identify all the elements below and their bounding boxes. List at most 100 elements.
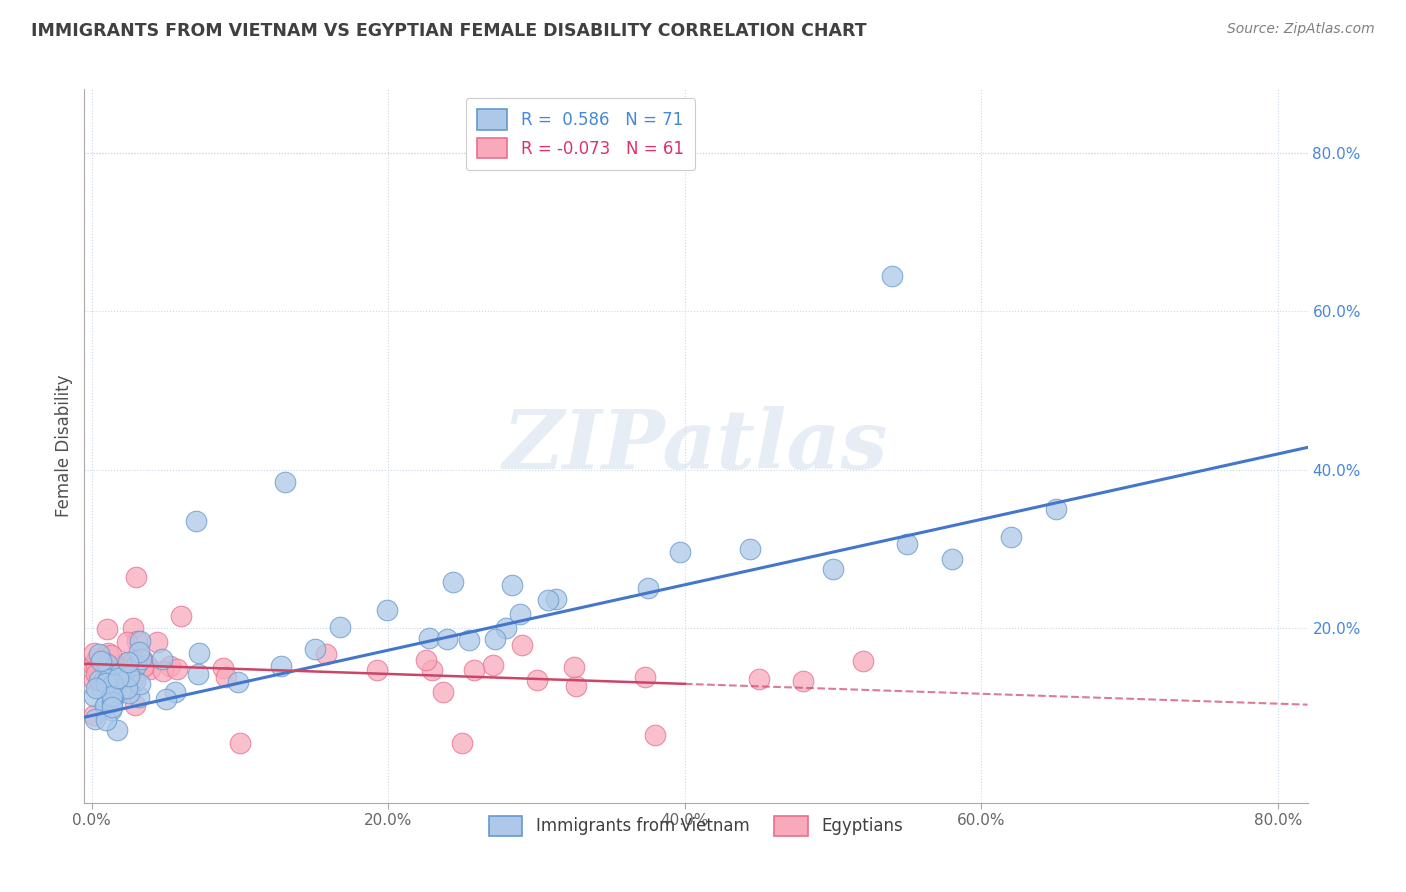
Point: [329, 620, 352, 634]
Point: [84, 660, 107, 674]
Point: [86, 681, 108, 695]
Point: [152, 664, 174, 678]
Point: [98, 663, 121, 677]
Point: [94, 676, 117, 690]
Point: [108, 665, 131, 680]
Point: [131, 651, 153, 665]
Point: [82, 658, 104, 673]
Point: [463, 663, 485, 677]
Point: [482, 657, 505, 672]
Point: [100, 700, 122, 714]
Point: [509, 607, 531, 622]
Point: [100, 648, 122, 662]
Point: [420, 663, 443, 677]
Point: [107, 671, 129, 685]
Point: [89, 673, 111, 687]
Point: [129, 634, 152, 648]
Point: [118, 669, 141, 683]
Point: [150, 651, 173, 665]
Point: [484, 632, 506, 646]
Point: [86, 650, 108, 665]
Point: [163, 685, 186, 699]
Point: [125, 570, 148, 584]
Point: [124, 698, 146, 713]
Point: [118, 686, 141, 700]
Point: [93, 655, 115, 669]
Point: [644, 728, 666, 742]
Point: [93, 673, 115, 688]
Point: [115, 681, 138, 696]
Text: Source: ZipAtlas.com: Source: ZipAtlas.com: [1227, 22, 1375, 37]
Point: [139, 662, 162, 676]
Point: [852, 654, 875, 668]
Point: [128, 644, 150, 658]
Point: [226, 674, 249, 689]
Point: [114, 677, 136, 691]
Point: [105, 666, 128, 681]
Point: [159, 658, 181, 673]
Point: [501, 578, 523, 592]
Point: [96, 657, 118, 671]
Legend: Immigrants from Vietnam, Egyptians: Immigrants from Vietnam, Egyptians: [481, 807, 911, 845]
Point: [107, 663, 129, 677]
Point: [117, 669, 139, 683]
Point: [215, 670, 238, 684]
Point: [145, 635, 167, 649]
Point: [90, 681, 112, 695]
Point: [510, 639, 533, 653]
Point: [108, 683, 131, 698]
Point: [105, 674, 128, 689]
Point: [101, 689, 124, 703]
Point: [1000, 530, 1022, 544]
Point: [105, 659, 128, 673]
Point: [526, 673, 548, 687]
Point: [122, 655, 145, 669]
Point: [96, 623, 118, 637]
Point: [90, 652, 112, 666]
Text: ZIPatlas: ZIPatlas: [503, 406, 889, 486]
Point: [155, 691, 177, 706]
Point: [97, 666, 120, 681]
Point: [166, 662, 188, 676]
Point: [562, 660, 585, 674]
Point: [125, 658, 148, 673]
Point: [128, 677, 150, 691]
Point: [458, 632, 481, 647]
Point: [101, 677, 124, 691]
Point: [634, 670, 657, 684]
Point: [451, 736, 474, 750]
Point: [83, 689, 105, 703]
Point: [823, 561, 845, 575]
Point: [112, 656, 135, 670]
Point: [97, 672, 120, 686]
Point: [187, 667, 209, 681]
Point: [101, 685, 124, 699]
Point: [375, 603, 398, 617]
Point: [544, 592, 567, 607]
Point: [128, 690, 150, 705]
Point: [110, 683, 132, 698]
Point: [101, 693, 124, 707]
Point: [96, 698, 118, 712]
Point: [83, 673, 105, 687]
Y-axis label: Female Disability: Female Disability: [55, 375, 73, 517]
Point: [495, 620, 517, 634]
Point: [125, 634, 148, 648]
Point: [97, 647, 120, 661]
Point: [122, 655, 145, 669]
Point: [170, 609, 193, 624]
Point: [187, 646, 209, 660]
Point: [100, 703, 122, 717]
Point: [98, 664, 121, 678]
Point: [537, 592, 560, 607]
Point: [432, 685, 454, 699]
Point: [93, 698, 115, 713]
Point: [436, 632, 458, 646]
Point: [415, 653, 437, 667]
Point: [83, 708, 105, 723]
Text: IMMIGRANTS FROM VIETNAM VS EGYPTIAN FEMALE DISABILITY CORRELATION CHART: IMMIGRANTS FROM VIETNAM VS EGYPTIAN FEMA…: [31, 22, 866, 40]
Point: [565, 679, 588, 693]
Point: [792, 674, 814, 689]
Point: [418, 632, 440, 646]
Point: [84, 713, 107, 727]
